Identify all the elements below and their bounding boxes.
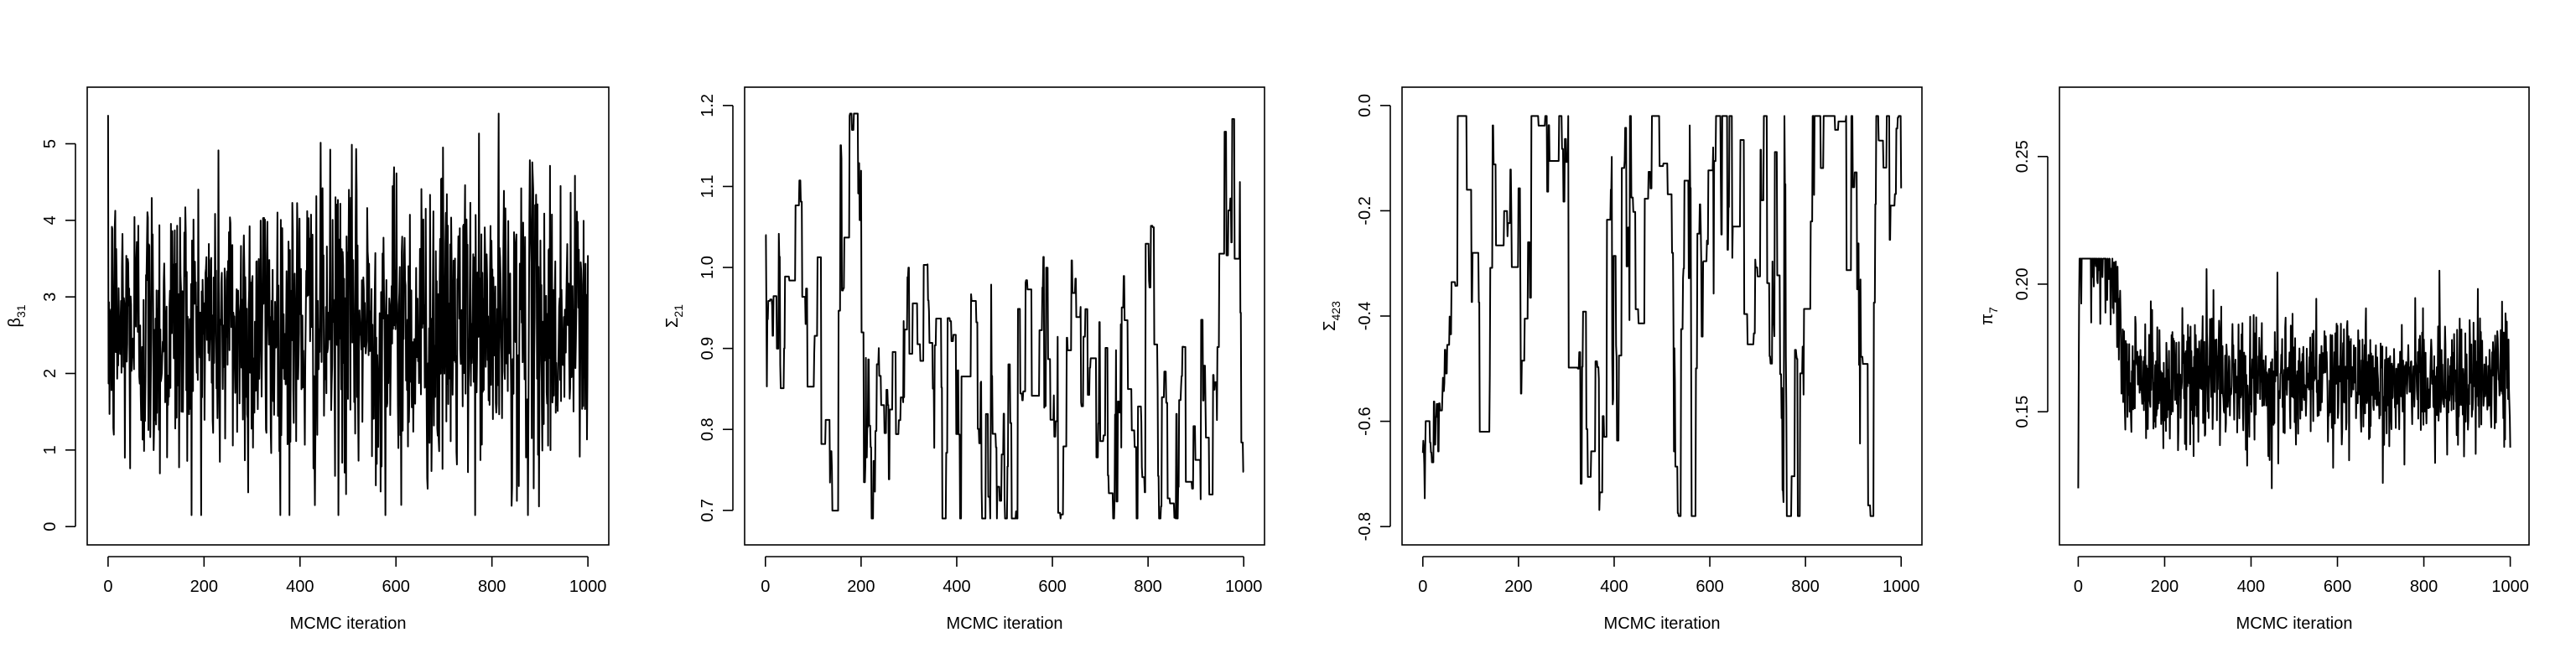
x-tick-label: 1000 (1883, 578, 1920, 596)
x-tick-label: 600 (382, 578, 410, 596)
x-tick-label: 600 (2324, 578, 2351, 596)
x-tick-label: 200 (2151, 578, 2179, 596)
x-tick-label: 400 (286, 578, 314, 596)
x-tick-label: 800 (478, 578, 506, 596)
x-axis-label: MCMC iteration (290, 614, 407, 633)
y-axis-label: β31 (6, 304, 28, 327)
plot-frame (86, 86, 610, 546)
x-tick-label: 200 (1504, 578, 1532, 596)
y-axis-symbol: π (1978, 314, 1997, 325)
panel-3: 0 200 400 600 800 1000 -0.8 -0.6 -0.4 -0.2 0.0 MCMC… (1321, 86, 1923, 633)
y-tick-label: -0.6 (1356, 407, 1374, 435)
y-axis-subscript: 7 (1987, 307, 2000, 314)
y-tick-label: 1 (41, 445, 60, 454)
trace-line (2077, 257, 2511, 490)
y-axis-label: Σ423 (1321, 301, 1343, 331)
x-tick-label: 800 (2410, 578, 2438, 596)
y-tick-label: 0 (41, 522, 60, 531)
y-tick-label: 1.1 (699, 175, 717, 199)
y-axis-symbol: Σ (1321, 320, 1339, 330)
y-tick-label: 0.15 (2013, 396, 2032, 428)
panel-4: 0 200 400 600 800 1000 0.15 0.20 0.25 MCMC iterat… (1978, 86, 2530, 633)
x-tick-label: 1000 (1225, 578, 1263, 596)
x-tick-label: 0 (2074, 578, 2083, 596)
y-axis-label: π7 (1978, 307, 2000, 325)
trace-line (106, 112, 589, 516)
plot-frame (744, 86, 1265, 546)
plot-frame (2059, 86, 2530, 546)
y-tick-label: 1.2 (699, 94, 717, 117)
y-tick-label: 5 (41, 139, 60, 148)
x-tick-label: 200 (190, 578, 218, 596)
x-tick-label: 800 (1791, 578, 1819, 596)
x-tick-label: 600 (1696, 578, 1723, 596)
x-tick-label: 200 (847, 578, 875, 596)
y-axis-subscript: 21 (672, 304, 685, 318)
panel-2: 0 200 400 600 800 1000 0.7 0.8 0.9 1.0 1.1 1.2 MCMC … (663, 86, 1265, 633)
y-tick-label: -0.8 (1356, 512, 1374, 541)
y-tick-label: 0.7 (699, 499, 717, 522)
y-axis-subscript: 31 (14, 304, 28, 318)
y-axis-symbol: β (6, 318, 24, 328)
plot-frame (1401, 86, 1923, 546)
y-tick-label: 0.20 (2013, 267, 2032, 300)
y-tick-label: -0.2 (1356, 196, 1374, 225)
x-axis-label: MCMC iteration (2236, 614, 2353, 633)
x-tick-label: 400 (943, 578, 970, 596)
panel-1: 0 200 400 600 800 1000 0 1 2 3 4 5 MCMC iteration β31 (6, 86, 610, 633)
y-tick-label: 4 (41, 215, 60, 225)
y-tick-label: 1.0 (699, 256, 717, 279)
x-tick-label: 0 (761, 578, 770, 596)
trace-line (765, 112, 1244, 520)
y-tick-label: 0.0 (1356, 94, 1374, 117)
y-tick-label: 2 (41, 369, 60, 378)
x-tick-label: 1000 (569, 578, 607, 596)
y-tick-label: 3 (41, 293, 60, 302)
y-axis-label: Σ21 (663, 304, 685, 328)
x-axis-label: MCMC iteration (947, 614, 1063, 633)
y-tick-label: -0.4 (1356, 302, 1374, 330)
y-tick-label: 0.9 (699, 337, 717, 360)
y-tick-label: 0.8 (699, 417, 717, 441)
y-tick-label: 0.25 (2013, 140, 2032, 173)
x-tick-label: 800 (1134, 578, 1161, 596)
x-tick-label: 400 (2237, 578, 2265, 596)
x-tick-label: 1000 (2491, 578, 2529, 596)
x-axis-label: MCMC iteration (1604, 614, 1721, 633)
y-axis-symbol: Σ (663, 318, 682, 328)
x-tick-label: 0 (103, 578, 112, 596)
x-tick-label: 600 (1038, 578, 1066, 596)
y-axis-subscript: 423 (1329, 301, 1343, 321)
x-tick-label: 400 (1600, 578, 1628, 596)
trace-line (1421, 115, 1903, 517)
x-tick-label: 0 (1418, 578, 1427, 596)
